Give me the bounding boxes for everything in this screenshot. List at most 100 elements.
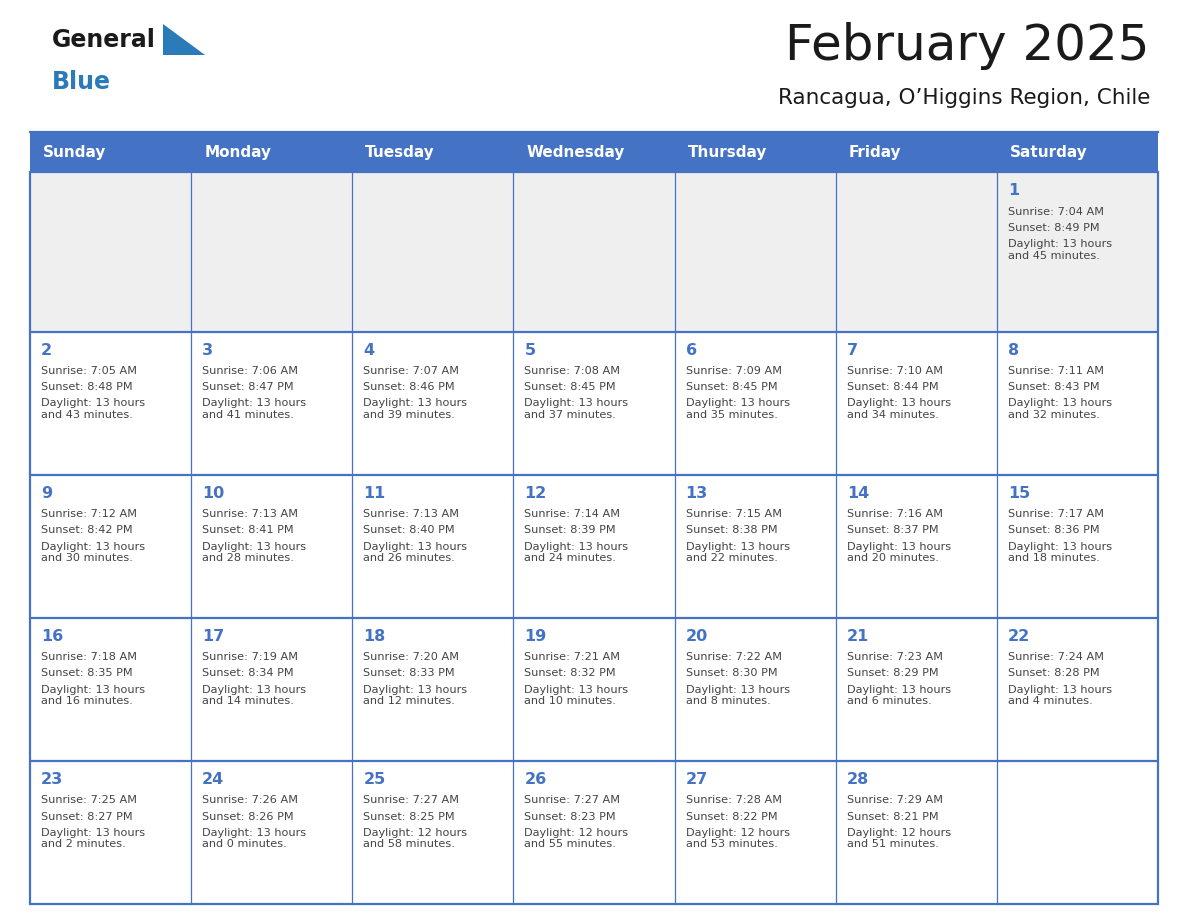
Text: 27: 27	[685, 772, 708, 787]
Text: Sunrise: 7:12 AM: Sunrise: 7:12 AM	[42, 509, 137, 520]
Text: 23: 23	[42, 772, 63, 787]
Text: 25: 25	[364, 772, 386, 787]
Text: Daylight: 13 hours
and 12 minutes.: Daylight: 13 hours and 12 minutes.	[364, 685, 467, 706]
Text: Sunset: 8:43 PM: Sunset: 8:43 PM	[1007, 382, 1099, 392]
Text: 13: 13	[685, 486, 708, 500]
Bar	[675, 172, 835, 331]
Text: Sunrise: 7:06 AM: Sunrise: 7:06 AM	[202, 366, 298, 376]
Text: Daylight: 13 hours
and 2 minutes.: Daylight: 13 hours and 2 minutes.	[42, 828, 145, 849]
Bar	[513, 618, 675, 761]
Text: Daylight: 13 hours
and 24 minutes.: Daylight: 13 hours and 24 minutes.	[524, 542, 628, 563]
Bar	[191, 331, 353, 475]
Text: 1: 1	[1007, 183, 1019, 198]
Text: Daylight: 13 hours
and 39 minutes.: Daylight: 13 hours and 39 minutes.	[364, 398, 467, 420]
Text: 22: 22	[1007, 629, 1030, 644]
Text: Sunrise: 7:17 AM: Sunrise: 7:17 AM	[1007, 509, 1104, 520]
Text: Daylight: 13 hours
and 22 minutes.: Daylight: 13 hours and 22 minutes.	[685, 542, 790, 563]
Bar	[997, 761, 1158, 904]
Bar	[835, 475, 997, 618]
Text: Daylight: 13 hours
and 4 minutes.: Daylight: 13 hours and 4 minutes.	[1007, 685, 1112, 706]
Text: Sunset: 8:44 PM: Sunset: 8:44 PM	[847, 382, 939, 392]
Text: Sunset: 8:48 PM: Sunset: 8:48 PM	[42, 382, 133, 392]
Text: Daylight: 12 hours
and 58 minutes.: Daylight: 12 hours and 58 minutes.	[364, 828, 467, 849]
Text: Sunset: 8:47 PM: Sunset: 8:47 PM	[202, 382, 293, 392]
Text: February 2025: February 2025	[785, 22, 1150, 70]
Text: 21: 21	[847, 629, 868, 644]
Text: 19: 19	[524, 629, 546, 644]
Text: Sunset: 8:30 PM: Sunset: 8:30 PM	[685, 668, 777, 678]
Text: Sunrise: 7:15 AM: Sunrise: 7:15 AM	[685, 509, 782, 520]
Text: Daylight: 13 hours
and 43 minutes.: Daylight: 13 hours and 43 minutes.	[42, 398, 145, 420]
Bar	[997, 475, 1158, 618]
Text: Daylight: 13 hours
and 14 minutes.: Daylight: 13 hours and 14 minutes.	[202, 685, 307, 706]
Bar	[997, 172, 1158, 331]
Text: Sunset: 8:40 PM: Sunset: 8:40 PM	[364, 525, 455, 535]
Text: Monday: Monday	[204, 144, 271, 160]
Text: 2: 2	[42, 342, 52, 358]
Text: 15: 15	[1007, 486, 1030, 500]
Bar	[513, 475, 675, 618]
Text: Sunrise: 7:16 AM: Sunrise: 7:16 AM	[847, 509, 943, 520]
Text: 7: 7	[847, 342, 858, 358]
Text: Sunset: 8:45 PM: Sunset: 8:45 PM	[685, 382, 777, 392]
Text: Sunset: 8:21 PM: Sunset: 8:21 PM	[847, 812, 939, 822]
Text: Sunset: 8:36 PM: Sunset: 8:36 PM	[1007, 525, 1099, 535]
Text: Sunset: 8:28 PM: Sunset: 8:28 PM	[1007, 668, 1099, 678]
Bar	[30, 618, 191, 761]
Bar	[30, 331, 191, 475]
Text: Daylight: 13 hours
and 28 minutes.: Daylight: 13 hours and 28 minutes.	[202, 542, 307, 563]
Bar	[30, 475, 191, 618]
Text: Sunrise: 7:07 AM: Sunrise: 7:07 AM	[364, 366, 460, 376]
Text: Sunrise: 7:10 AM: Sunrise: 7:10 AM	[847, 366, 943, 376]
Bar	[353, 172, 513, 331]
Text: Sunrise: 7:19 AM: Sunrise: 7:19 AM	[202, 653, 298, 662]
Text: Daylight: 13 hours
and 10 minutes.: Daylight: 13 hours and 10 minutes.	[524, 685, 628, 706]
Text: Sunrise: 7:14 AM: Sunrise: 7:14 AM	[524, 509, 620, 520]
Text: Sunset: 8:34 PM: Sunset: 8:34 PM	[202, 668, 293, 678]
Text: 24: 24	[202, 772, 225, 787]
Text: Sunset: 8:41 PM: Sunset: 8:41 PM	[202, 525, 293, 535]
Bar	[191, 761, 353, 904]
Text: Sunrise: 7:29 AM: Sunrise: 7:29 AM	[847, 795, 943, 805]
Bar	[835, 761, 997, 904]
Text: Daylight: 13 hours
and 30 minutes.: Daylight: 13 hours and 30 minutes.	[42, 542, 145, 563]
Text: Thursday: Thursday	[688, 144, 767, 160]
Bar	[675, 475, 835, 618]
Text: 5: 5	[524, 342, 536, 358]
Text: 14: 14	[847, 486, 868, 500]
Bar	[513, 172, 675, 331]
Text: Sunrise: 7:26 AM: Sunrise: 7:26 AM	[202, 795, 298, 805]
Text: Daylight: 13 hours
and 35 minutes.: Daylight: 13 hours and 35 minutes.	[685, 398, 790, 420]
Bar	[353, 618, 513, 761]
Text: Daylight: 13 hours
and 26 minutes.: Daylight: 13 hours and 26 minutes.	[364, 542, 467, 563]
Text: 3: 3	[202, 342, 214, 358]
Text: Sunrise: 7:13 AM: Sunrise: 7:13 AM	[364, 509, 460, 520]
Text: Sunrise: 7:05 AM: Sunrise: 7:05 AM	[42, 366, 137, 376]
Bar	[191, 172, 353, 331]
Text: 6: 6	[685, 342, 696, 358]
Text: General: General	[52, 28, 156, 52]
Bar	[835, 132, 997, 172]
Bar	[675, 618, 835, 761]
Text: Daylight: 12 hours
and 51 minutes.: Daylight: 12 hours and 51 minutes.	[847, 828, 950, 849]
Bar	[675, 132, 835, 172]
Text: Sunrise: 7:23 AM: Sunrise: 7:23 AM	[847, 653, 943, 662]
Text: Sunset: 8:25 PM: Sunset: 8:25 PM	[364, 812, 455, 822]
Text: Sunset: 8:39 PM: Sunset: 8:39 PM	[524, 525, 617, 535]
Text: Sunset: 8:22 PM: Sunset: 8:22 PM	[685, 812, 777, 822]
Bar	[30, 132, 191, 172]
Text: Daylight: 13 hours
and 45 minutes.: Daylight: 13 hours and 45 minutes.	[1007, 239, 1112, 261]
Bar	[997, 331, 1158, 475]
Text: Wednesday: Wednesday	[526, 144, 625, 160]
Text: Sunset: 8:32 PM: Sunset: 8:32 PM	[524, 668, 617, 678]
Text: Sunrise: 7:11 AM: Sunrise: 7:11 AM	[1007, 366, 1104, 376]
Text: Sunset: 8:27 PM: Sunset: 8:27 PM	[42, 812, 133, 822]
Text: 9: 9	[42, 486, 52, 500]
Text: Saturday: Saturday	[1010, 144, 1087, 160]
Bar	[191, 475, 353, 618]
Text: Sunset: 8:35 PM: Sunset: 8:35 PM	[42, 668, 133, 678]
Text: Daylight: 12 hours
and 55 minutes.: Daylight: 12 hours and 55 minutes.	[524, 828, 628, 849]
Text: Sunset: 8:29 PM: Sunset: 8:29 PM	[847, 668, 939, 678]
Text: Daylight: 13 hours
and 8 minutes.: Daylight: 13 hours and 8 minutes.	[685, 685, 790, 706]
Text: Sunday: Sunday	[43, 144, 107, 160]
